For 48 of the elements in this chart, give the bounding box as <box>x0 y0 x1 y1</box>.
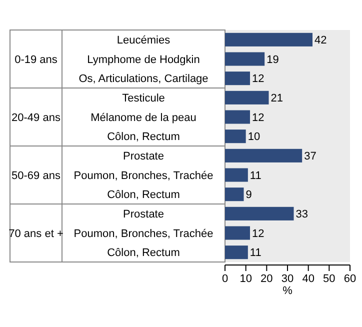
bar <box>225 148 302 162</box>
data-label: 42 <box>314 34 327 47</box>
x-tick-label: 30 <box>281 272 294 285</box>
x-tick-label: 0 <box>222 272 228 285</box>
x-tick-label: 40 <box>302 272 314 285</box>
data-label: 9 <box>246 189 252 202</box>
data-label: 12 <box>252 73 264 86</box>
x-tick-label: 50 <box>323 272 336 285</box>
bar <box>225 226 250 240</box>
text: 50-69 ans <box>12 170 61 182</box>
y-tick-label: Côlon, Rectum <box>107 189 180 202</box>
data-label: 37 <box>304 150 316 163</box>
data-label: 33 <box>296 208 308 221</box>
y-tick-label: Leucémies <box>116 34 171 47</box>
y-tick-label: Poumon, Bronches, Trachée <box>74 228 214 240</box>
data-label: 12 <box>252 112 264 124</box>
bar <box>225 188 244 202</box>
bar <box>225 206 294 220</box>
y-tick-label: Lymphome de Hodgkin <box>87 54 200 66</box>
y-tick-label: Poumon, Bronches, Trachée <box>74 170 214 182</box>
data-label: 11 <box>250 247 262 260</box>
data-label: 21 <box>270 92 283 105</box>
text: 20-49 ans <box>12 112 61 124</box>
x-axis-title: % <box>282 285 293 297</box>
y-tick-label: Prostate <box>123 208 164 221</box>
y-tick-label: Os, Articulations, Cartilage <box>78 73 208 86</box>
bar <box>225 110 250 124</box>
data-label: 11 <box>250 170 262 182</box>
x-tick-label: 60 <box>344 272 356 285</box>
bar <box>225 72 250 86</box>
bar <box>225 90 269 104</box>
y-tick-label: Côlon, Rectum <box>107 247 180 260</box>
bar <box>225 52 265 66</box>
y-tick-label: Testicule <box>122 92 165 105</box>
bar <box>225 168 248 182</box>
y-tick-label: Côlon, Rectum <box>107 131 180 144</box>
text: 70 ans et + <box>8 228 64 240</box>
y-tick-label: Mélanome de la peau <box>90 112 196 124</box>
x-tick-label: 10 <box>240 272 252 285</box>
x-tick-label: 20 <box>260 272 273 285</box>
bar <box>225 246 248 260</box>
data-label: 12 <box>252 228 264 240</box>
data-label: 19 <box>266 54 279 66</box>
y-tick-label: Prostate <box>123 150 164 163</box>
bar <box>225 32 312 46</box>
bar <box>225 130 246 144</box>
data-label: 10 <box>248 131 260 144</box>
text: 0-19 ans <box>14 54 58 66</box>
